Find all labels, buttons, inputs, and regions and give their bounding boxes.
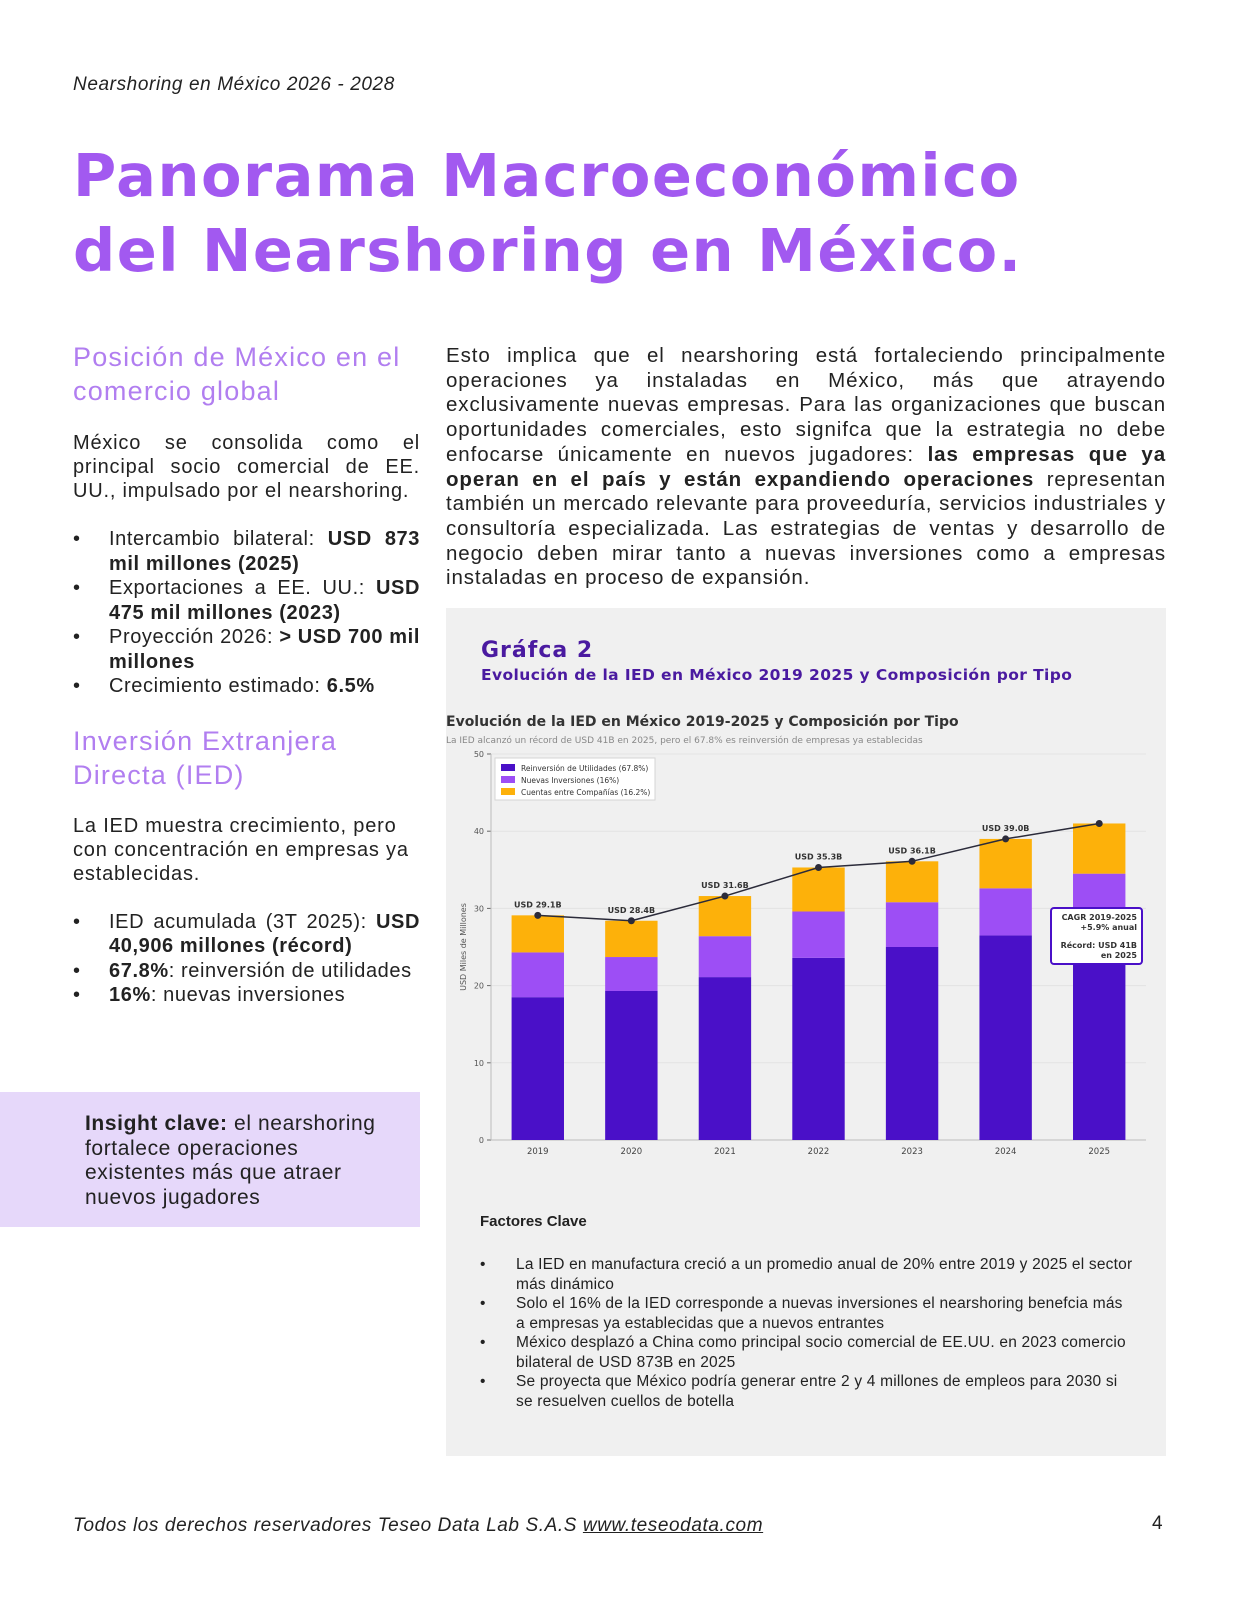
x-tick-label: 2019 — [527, 1147, 549, 1157]
legend-entry: Cuentas entre Compañías (16.2%) — [521, 788, 650, 797]
footer: Todos los derechos reservadores Teseo Da… — [73, 1515, 763, 1537]
total-label: USD 31.6B — [701, 881, 749, 890]
bullet-item: IED acumulada (3T 2025): USD 40,906 mill… — [73, 910, 420, 959]
bar-segment-3 — [605, 920, 658, 958]
bar-segment-3 — [511, 915, 564, 953]
bullet-item: Intercambio bilateral: USD 873 mil millo… — [73, 527, 420, 576]
factor-item: México desplazó a China como principal s… — [480, 1333, 1135, 1372]
fdi-chart: Evolución de la IED en México 2019-2025 … — [446, 714, 1146, 1157]
factor-item: Solo el 16% de la IED corresponde a nuev… — [480, 1294, 1135, 1333]
total-label: USD 36.1B — [888, 846, 936, 855]
legend-swatch — [501, 776, 515, 783]
title-line-1: Panorama Macroeconómico — [73, 141, 1021, 210]
insight-label: Insight clave: — [85, 1112, 228, 1135]
insight-box: Insight clave: el nearshoring fortalece … — [0, 1092, 420, 1227]
y-axis-label: USD Miles de Millones — [459, 903, 468, 991]
y-tick-label: 50 — [474, 750, 484, 759]
bar-segment-1 — [511, 997, 564, 1140]
total-point — [534, 911, 542, 919]
legend-swatch — [501, 764, 515, 771]
x-tick-label: 2025 — [1088, 1147, 1110, 1157]
document-header: Nearshoring en México 2026 - 2028 — [73, 74, 395, 95]
bar-segment-2 — [792, 911, 845, 958]
chart-subtitle: La IED alcanzó un récord de USD 41B en 2… — [446, 735, 923, 746]
implication-paragraph: Esto implica que el nearshoring está for… — [446, 344, 1167, 590]
x-tick-label: 2023 — [901, 1147, 923, 1157]
section-heading-fdi: Inversión Extranjera Directa (IED) — [73, 725, 338, 790]
trade-paragraph: México se consolida como el principal so… — [73, 432, 420, 502]
figure-panel: Gráfca 2 Evolución de la IED en México 2… — [446, 608, 1166, 1456]
y-tick-label: 0 — [479, 1136, 484, 1145]
bullet-item: Proyección 2026: > USD 700 mil millones — [73, 625, 420, 674]
bar-segment-3 — [1073, 823, 1126, 874]
figure-label: Gráfca 2 — [481, 638, 594, 663]
bar-segment-2 — [979, 888, 1032, 936]
annotation-line: Récord: USD 41B — [1061, 940, 1137, 950]
bullet-item: 16%: nuevas inversiones — [73, 983, 420, 1008]
x-tick-label: 2024 — [995, 1147, 1017, 1157]
bar-segment-1 — [698, 977, 752, 1140]
x-tick-label: 2021 — [714, 1147, 736, 1157]
bar-segment-2 — [885, 902, 939, 947]
bar-segment-2 — [605, 957, 658, 992]
trade-bullet-list: Intercambio bilateral: USD 873 mil millo… — [73, 527, 420, 699]
annotation-line: CAGR 2019-2025 — [1062, 913, 1138, 922]
total-label: USD 29.1B — [514, 900, 562, 909]
left-column: Posición de México en el comercio global… — [73, 340, 420, 1008]
x-tick-label: 2020 — [621, 1147, 643, 1157]
bar-segment-1 — [605, 991, 658, 1140]
bar-segment-2 — [511, 952, 564, 998]
factor-item: La IED en manufactura creció a un promed… — [480, 1255, 1135, 1294]
bar-segment-3 — [792, 867, 845, 912]
total-point — [1095, 819, 1103, 827]
fdi-paragraph: La IED muestra crecimiento, pero con con… — [73, 814, 409, 885]
page-title: Panorama Macroeconómico del Nearshoring … — [73, 138, 1073, 288]
total-label: USD 28.4B — [608, 906, 656, 915]
x-tick-label: 2022 — [808, 1147, 830, 1157]
bar-segment-1 — [885, 947, 939, 1140]
legend-box — [494, 757, 656, 801]
total-point — [815, 863, 822, 871]
bar-segment-3 — [885, 861, 939, 903]
bar-segment-2 — [698, 936, 752, 978]
insight-text: el nearshoring fortalece operaciones exi… — [85, 1112, 376, 1209]
total-point — [1002, 835, 1010, 843]
section-heading-trade: Posición de México en el comercio global — [73, 342, 401, 406]
bar-segment-3 — [698, 896, 752, 937]
total-point — [627, 917, 635, 925]
bullet-item: Exportaciones a EE. UU.: USD 475 mil mil… — [73, 576, 420, 625]
footer-link[interactable]: www.teseodata.com — [582, 1515, 764, 1536]
title-line-2: del Nearshoring en México. — [73, 216, 1023, 285]
total-point — [908, 857, 916, 865]
figure-subtitle: Evolución de la IED en México 2019 2025 … — [481, 666, 1073, 684]
y-tick-label: 40 — [474, 827, 484, 836]
annotation-line: +5.9% anual — [1080, 923, 1137, 932]
legend-swatch — [501, 788, 515, 795]
annotation-line: en 2025 — [1101, 951, 1138, 960]
y-tick-label: 10 — [474, 1059, 484, 1068]
factors-heading: Factores Clave — [480, 1213, 587, 1230]
total-label: USD 35.3B — [795, 852, 843, 861]
legend-entry: Reinversión de Utilidades (67.8%) — [521, 764, 648, 773]
chart-title: Evolución de la IED en México 2019-2025 … — [446, 714, 959, 730]
total-label: USD 39.0B — [982, 824, 1030, 833]
factors-list: La IED en manufactura creció a un promed… — [480, 1255, 1135, 1411]
bar-segment-3 — [979, 838, 1032, 889]
footer-copyright: Todos los derechos reservadores Teseo Da… — [73, 1515, 583, 1536]
bar-segment-1 — [792, 957, 845, 1140]
y-tick-label: 20 — [474, 982, 484, 991]
fdi-bullet-list: IED acumulada (3T 2025): USD 40,906 mill… — [73, 910, 420, 1008]
legend-entry: Nuevas Inversiones (16%) — [521, 776, 619, 785]
bullet-item: Crecimiento estimado: 6.5% — [73, 674, 420, 699]
factor-item: Se proyecta que México podría generar en… — [480, 1372, 1135, 1411]
total-point — [721, 892, 729, 900]
bullet-item: 67.8%: reinversión de utilidades — [73, 959, 420, 984]
bar-segment-1 — [979, 935, 1032, 1140]
page-number: 4 — [1152, 1513, 1163, 1534]
y-tick-label: 30 — [474, 904, 484, 913]
annotation-box — [1050, 907, 1143, 965]
